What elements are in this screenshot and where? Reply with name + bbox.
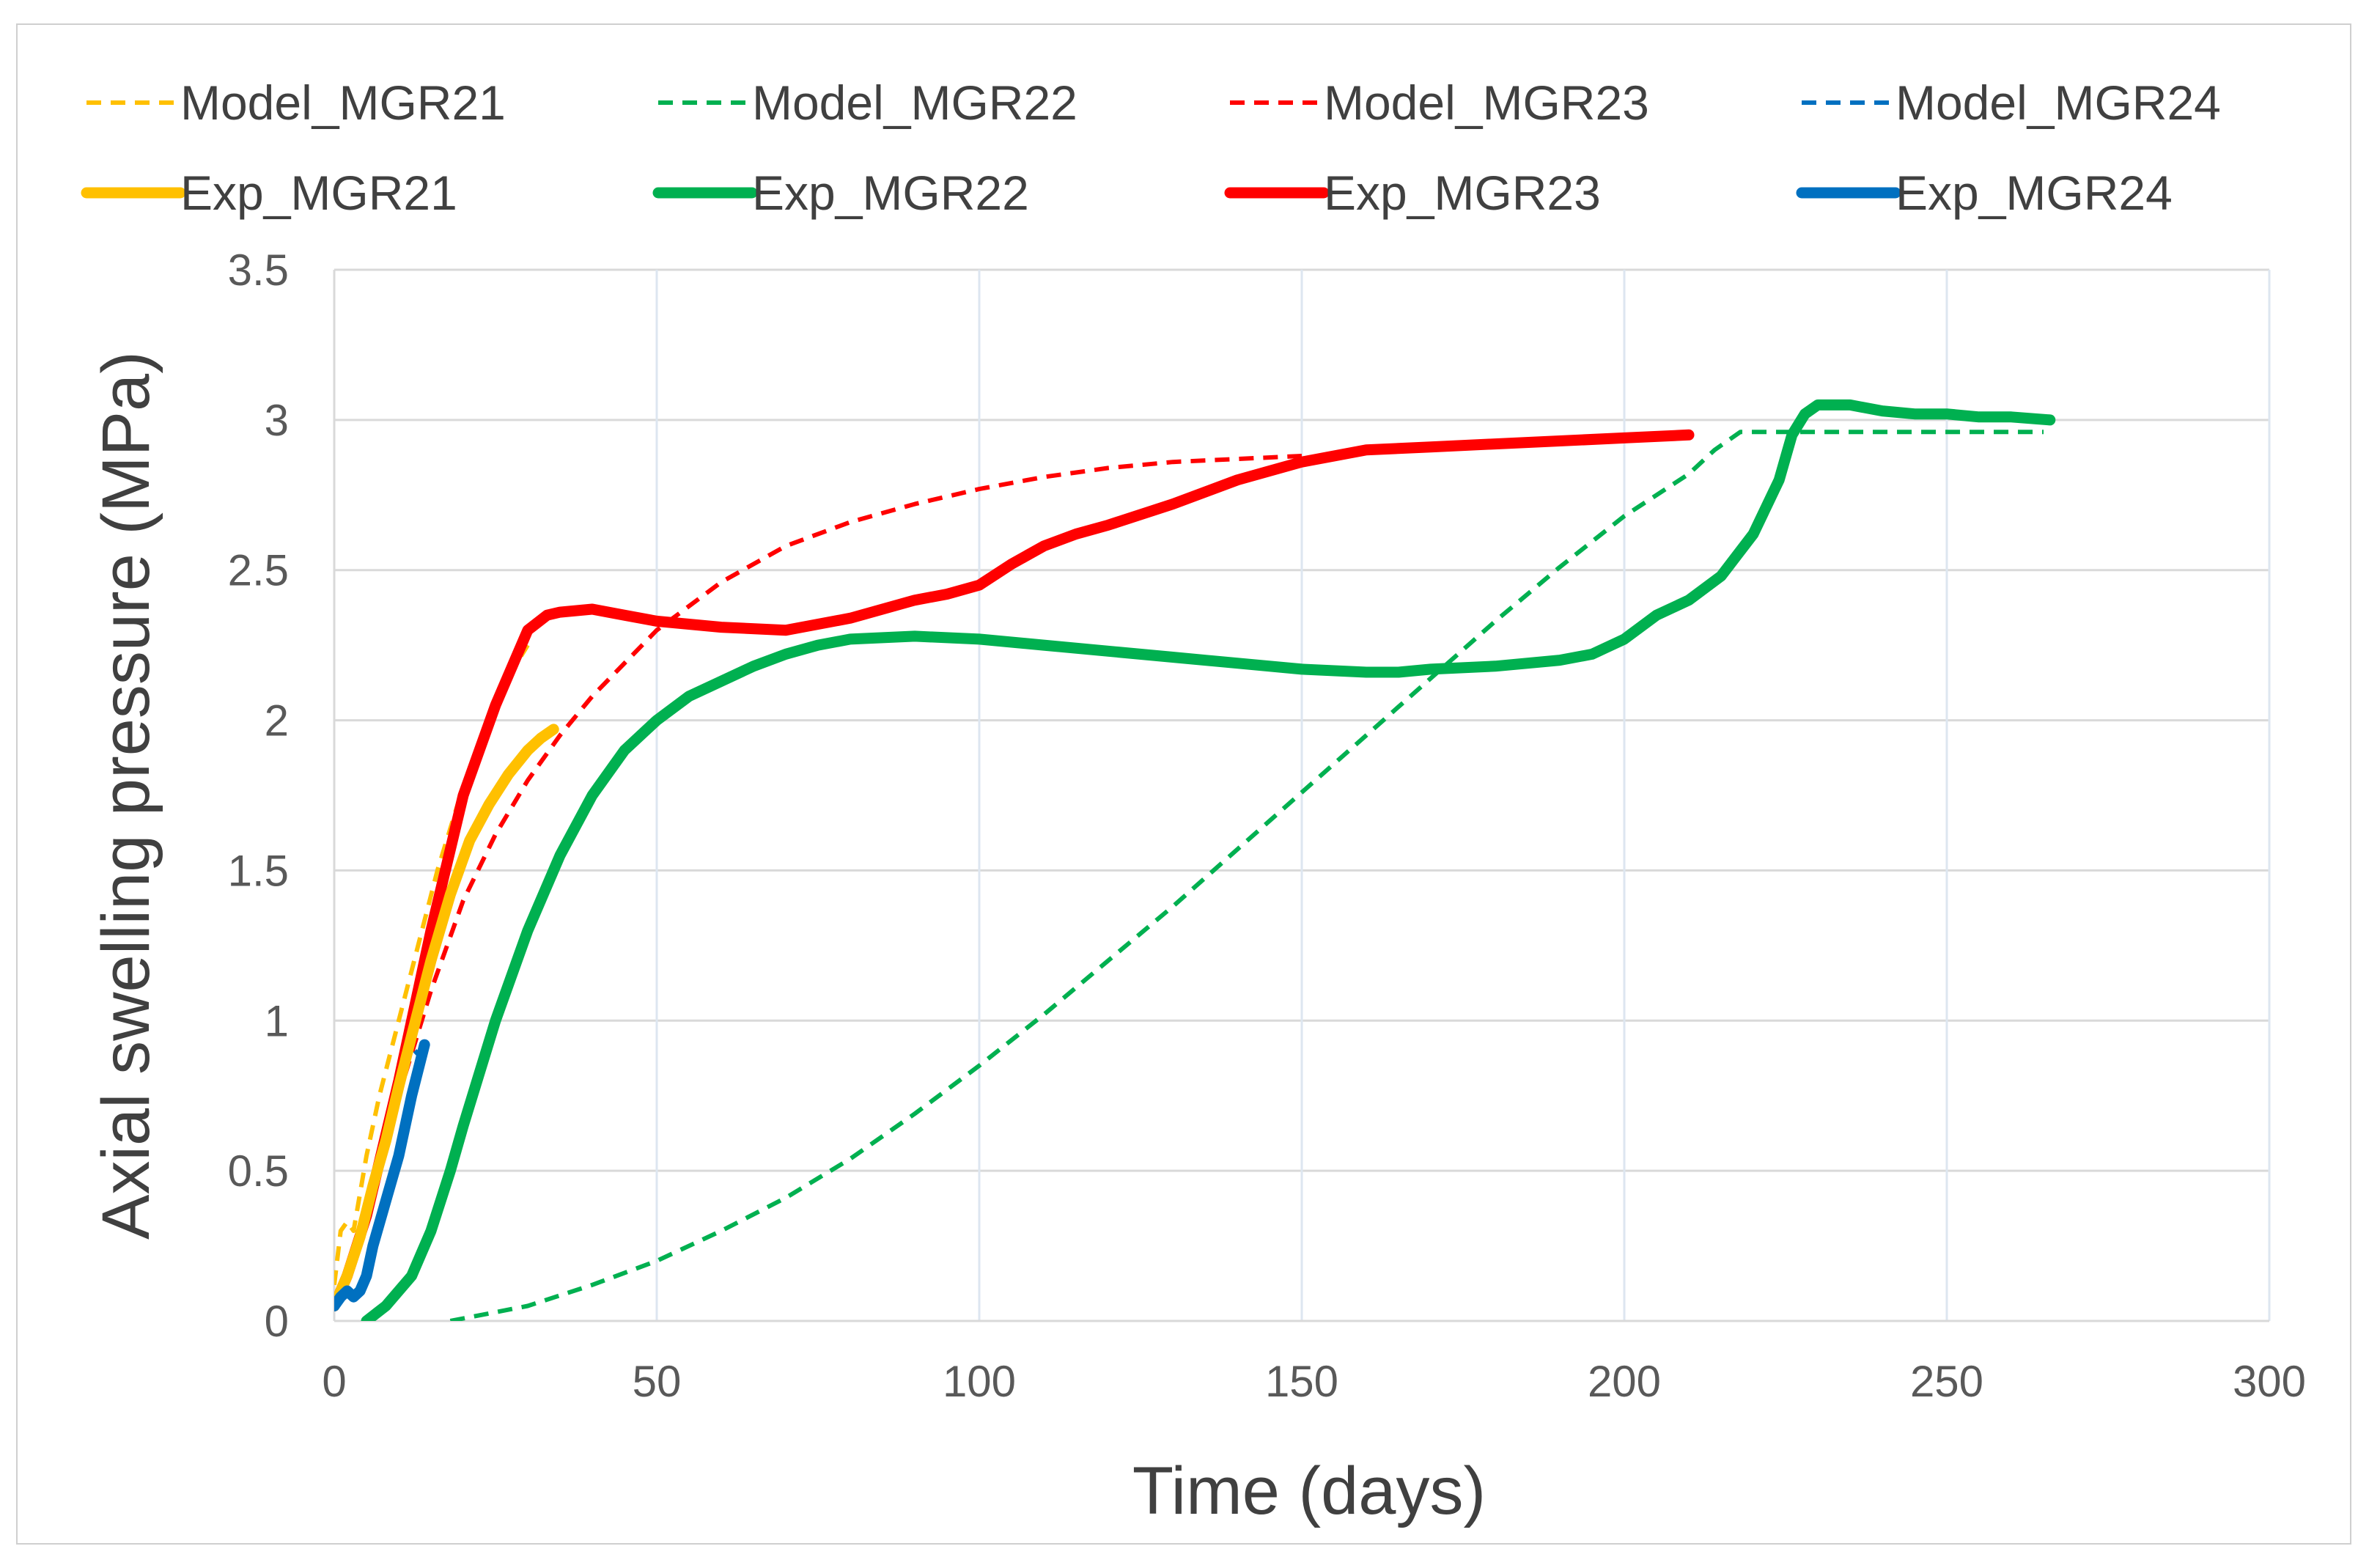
legend-label-exp-mgr23: Exp_MGR23	[1324, 166, 1601, 220]
series-line-exp-mgr21	[334, 724, 559, 1311]
x-axis-title: Time (days)	[1132, 1454, 1486, 1528]
legend-label-exp-mgr24: Exp_MGR24	[1895, 166, 2173, 220]
legend-label-model-mgr21: Model_MGR21	[180, 76, 506, 130]
series-line-exp-mgr22	[361, 399, 2056, 1321]
legend-label-model-mgr24: Model_MGR24	[1895, 76, 2221, 130]
series-layer	[334, 399, 2056, 1321]
axes	[333, 270, 2269, 1322]
legend-label-exp-mgr22: Exp_MGR22	[752, 166, 1029, 220]
legend-label-exp-mgr21: Exp_MGR21	[180, 166, 457, 220]
legend-label-model-mgr23: Model_MGR23	[1324, 76, 1649, 130]
x-tick-label: 300	[2233, 1357, 2306, 1406]
y-tick-label: 2	[265, 696, 289, 746]
x-tick-label: 50	[633, 1357, 682, 1406]
series-line-model-mgr21	[334, 644, 530, 1286]
x-tick-label: 100	[943, 1357, 1016, 1406]
series-line-model-mgr22	[449, 430, 2044, 1321]
x-tick-label: 150	[1265, 1357, 1338, 1406]
y-tick-label: 0.5	[228, 1146, 289, 1196]
y-axis-title: Axial swelling pressure (MPa)	[89, 351, 163, 1240]
legend: Model_MGR21 Model_MGR22 Model_MGR23 Model_M…	[81, 76, 2221, 220]
y-tick-label: 1	[265, 996, 289, 1045]
y-tick-label: 2.5	[228, 546, 289, 595]
grid	[334, 268, 2271, 1321]
y-tick-label: 3.5	[228, 246, 289, 295]
y-tick-label: 3	[265, 396, 289, 445]
series-line-exp-mgr24	[334, 1039, 430, 1311]
series-line-exp-mgr23	[334, 429, 1695, 1311]
x-tick-label: 200	[1588, 1357, 1661, 1406]
x-tick-label: 250	[1910, 1357, 1983, 1406]
tick-labels: 0 0.5 1 1.5 2 2.5 3 3.5 0 50 100 150 200 250 300	[228, 246, 2306, 1406]
y-tick-label: 1.5	[228, 846, 289, 895]
x-tick-label: 0	[322, 1357, 346, 1406]
series-line-model-mgr23	[334, 454, 1303, 1307]
y-tick-label: 0	[265, 1297, 289, 1346]
legend-label-model-mgr22: Model_MGR22	[752, 76, 1077, 130]
